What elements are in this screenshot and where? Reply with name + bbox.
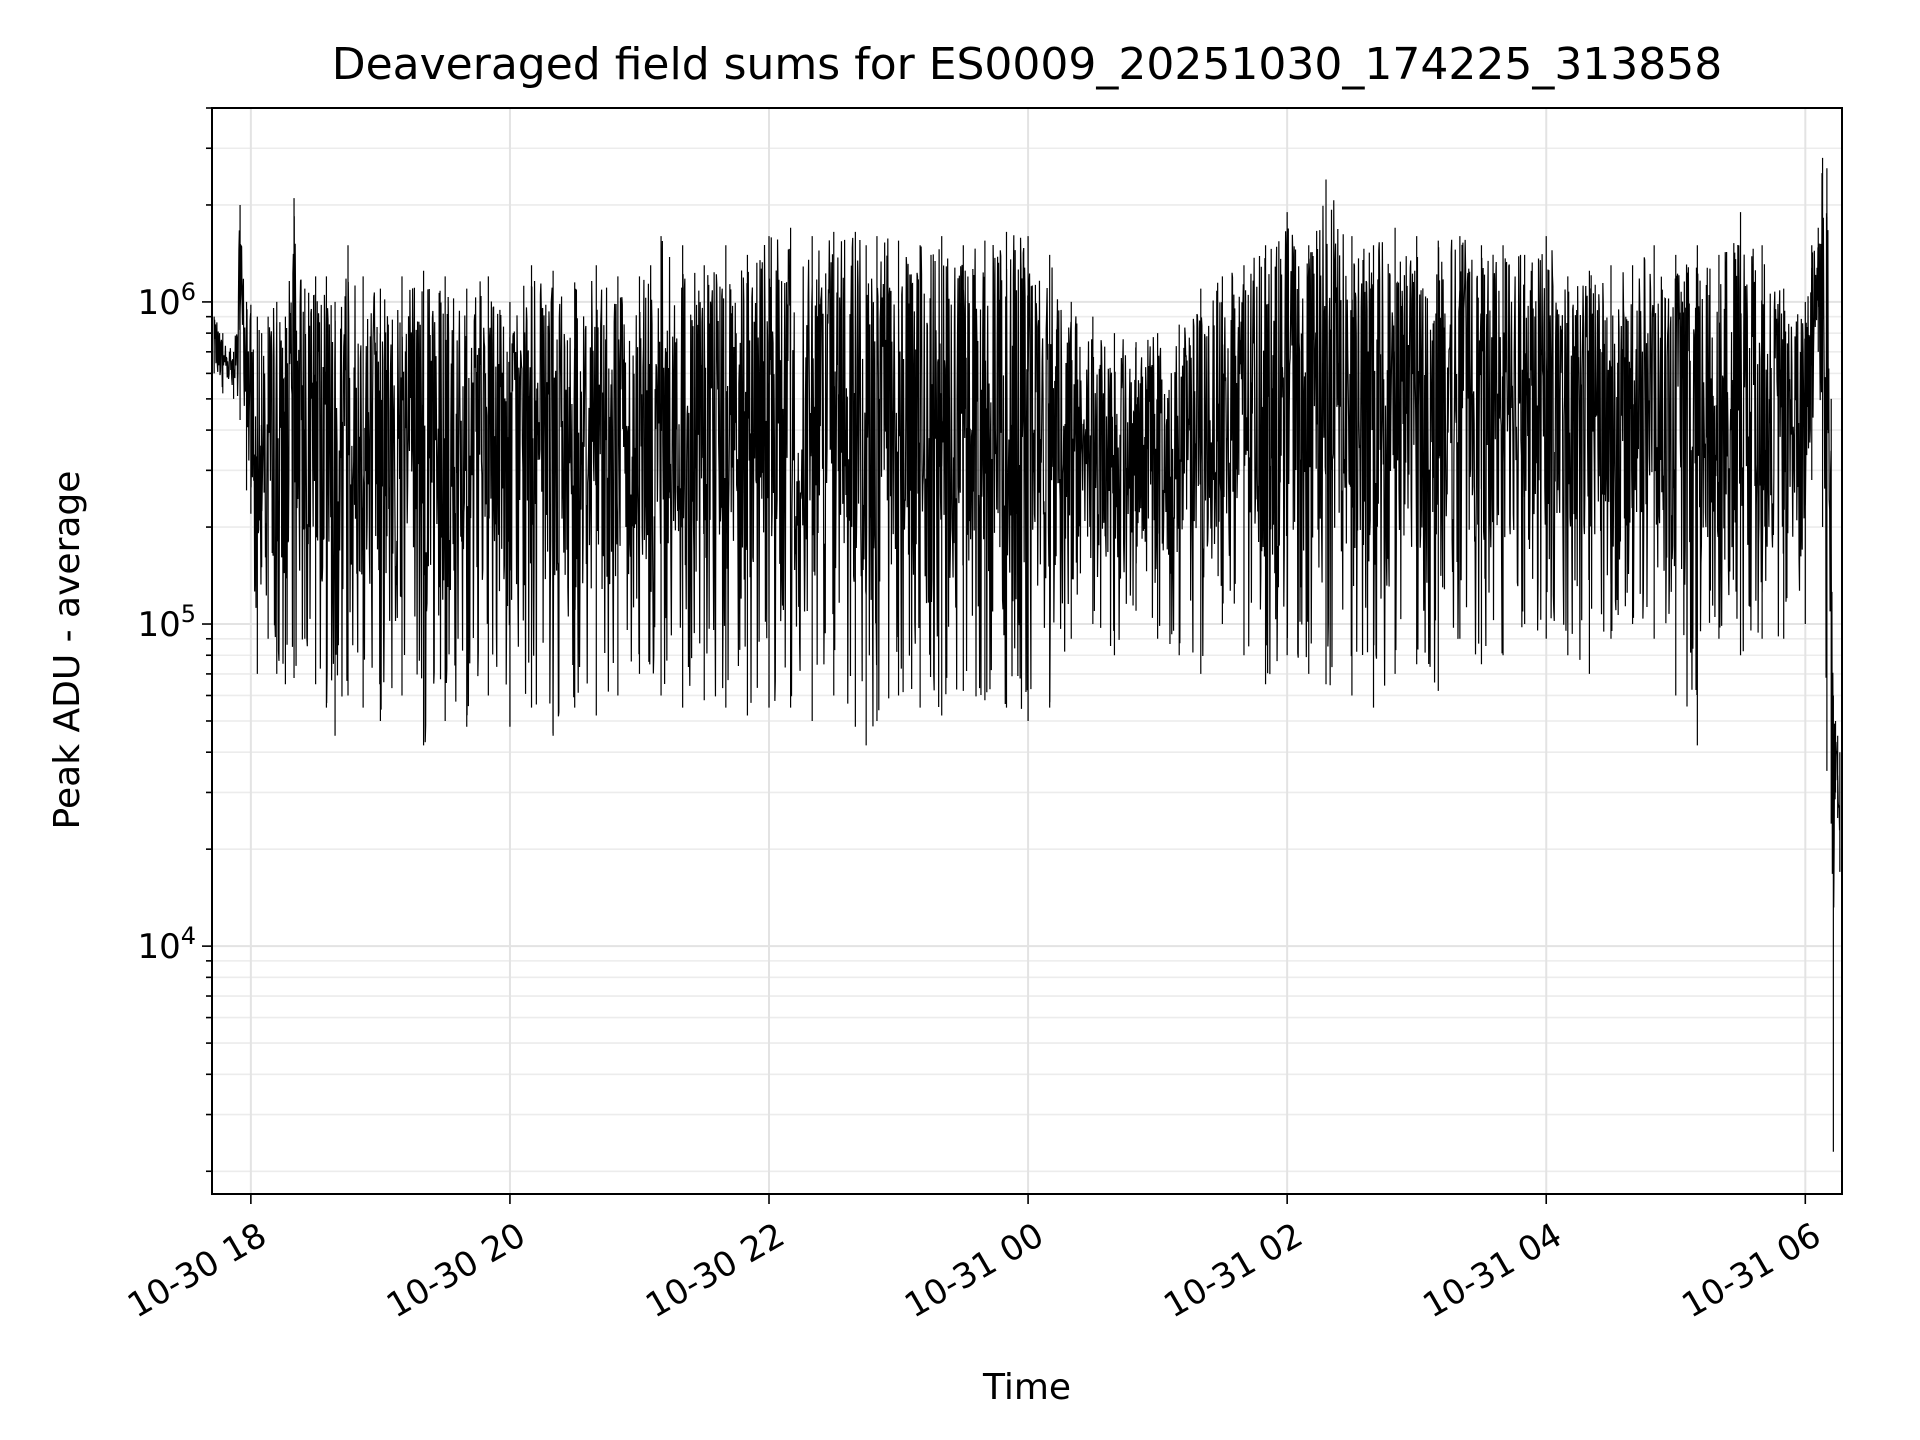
y-axis-label: Peak ADU - average bbox=[47, 471, 88, 830]
series-line bbox=[213, 157, 1841, 1152]
y-tick-label: 104 bbox=[137, 922, 196, 967]
x-tick-label: 10-31 06 bbox=[1675, 1215, 1827, 1326]
plot-frame bbox=[211, 107, 1843, 1195]
chart-title: Deaveraged field sums for ES0009_2025103… bbox=[332, 39, 1723, 90]
x-axis-label: Time bbox=[982, 1367, 1071, 1408]
x-tick-label: 10-31 00 bbox=[898, 1215, 1050, 1326]
x-tick-label: 10-31 04 bbox=[1416, 1215, 1568, 1326]
x-tick-label: 10-30 22 bbox=[639, 1215, 791, 1326]
x-tick-label: 10-30 18 bbox=[121, 1215, 273, 1326]
y-axis-ticks: 104 105 106 bbox=[137, 107, 212, 1173]
x-tick-label: 10-31 02 bbox=[1157, 1215, 1309, 1326]
y-tick-label: 106 bbox=[137, 278, 196, 323]
y-tick-label: 105 bbox=[137, 600, 196, 645]
x-axis-ticks: 10-30 18 10-30 20 10-30 22 10-31 00 10-31 02… bbox=[121, 1194, 1828, 1326]
x-tick-label: 10-30 20 bbox=[380, 1215, 532, 1326]
